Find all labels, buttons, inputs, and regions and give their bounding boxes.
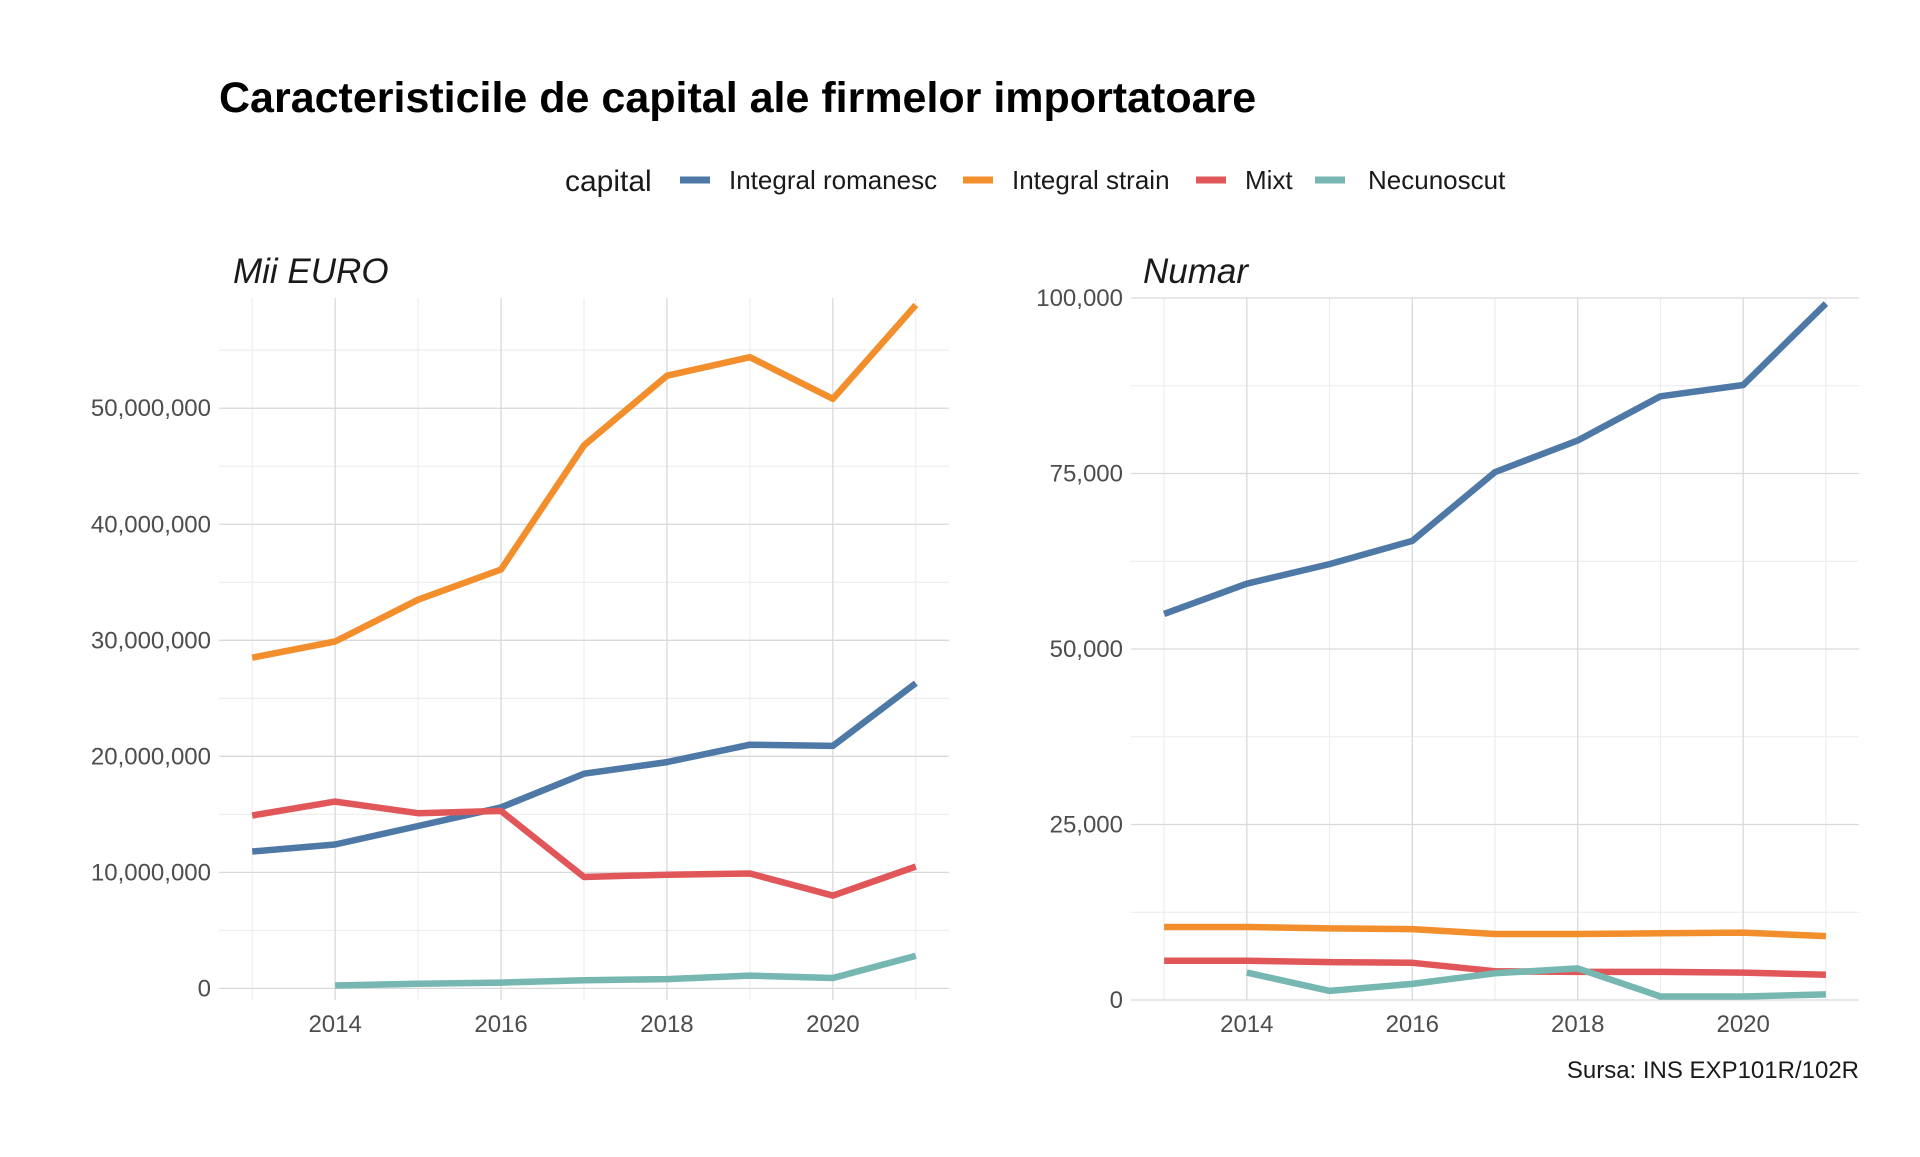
legend-item-mixt: Mixt — [1196, 165, 1293, 195]
panel-numar-y-axis: 0 25,000 50,000 75,000 100,000 — [1036, 285, 1123, 1014]
panel-numar-series — [1162, 301, 1829, 1000]
y-tick-label: 10,000,000 — [91, 859, 211, 886]
series-line-necunoscut-numar — [1246, 965, 1826, 1000]
legend-item-integral-romanesc: Integral romanesc — [680, 165, 937, 195]
chart-title: Caracteristicile de capital ale firmelor… — [219, 74, 1256, 122]
panel-mii-euro-x-axis: 2014 2016 2018 2020 — [308, 1011, 859, 1038]
y-tick-label: 50,000 — [1050, 636, 1123, 663]
y-tick-label: 75,000 — [1050, 461, 1123, 488]
panel-numar-x-axis: 2014 2016 2018 2020 — [1220, 1011, 1770, 1038]
y-tick-label: 0 — [1110, 987, 1123, 1014]
series-line-necunoscut-mii-euro — [335, 952, 917, 989]
y-tick-label: 30,000,000 — [91, 627, 211, 654]
legend-item-necunoscut: Necunoscut — [1315, 165, 1506, 195]
legend-label-mixt: Mixt — [1245, 165, 1293, 195]
y-tick-label: 0 — [198, 975, 211, 1002]
x-tick-label: 2014 — [308, 1011, 361, 1038]
series-line-mixt-mii-euro — [251, 798, 917, 899]
panel-title-numar: Numar — [1143, 252, 1249, 291]
panel-title-mii-euro: Mii EURO — [233, 252, 389, 291]
legend-label-necunoscut: Necunoscut — [1368, 165, 1506, 195]
legend-label-integral-strain: Integral strain — [1012, 165, 1170, 195]
x-tick-label: 2016 — [474, 1011, 527, 1038]
x-tick-label: 2018 — [640, 1011, 693, 1038]
x-tick-label: 2018 — [1551, 1011, 1604, 1038]
y-tick-label: 25,000 — [1050, 812, 1123, 839]
series-line-integral-strain-mii-euro — [251, 302, 919, 661]
panel-numar-grid — [1131, 297, 1859, 1001]
y-tick-label: 100,000 — [1036, 285, 1123, 312]
y-tick-label: 50,000,000 — [91, 395, 211, 422]
x-tick-label: 2020 — [1716, 1011, 1769, 1038]
x-tick-label: 2014 — [1220, 1011, 1273, 1038]
legend-item-integral-strain: Integral strain — [963, 165, 1170, 195]
x-tick-label: 2016 — [1386, 1011, 1439, 1038]
y-tick-label: 40,000,000 — [91, 511, 211, 538]
legend-title: capital — [565, 165, 652, 198]
legend-label-integral-romanesc: Integral romanesc — [729, 165, 937, 195]
panel-mii-euro-y-axis: 0 10,000,000 20,000,000 30,000,000 40,000,00… — [91, 395, 211, 1002]
series-line-integral-romanesc-mii-euro — [251, 680, 918, 855]
legend: capital Integral romanesc Integral strai… — [565, 165, 1506, 198]
series-line-integral-strain-numar — [1164, 923, 1827, 940]
panel-mii-euro-grid — [219, 298, 949, 1000]
x-tick-label: 2020 — [806, 1011, 859, 1038]
y-tick-label: 20,000,000 — [91, 743, 211, 770]
panel-mii-euro: Mii EURO 0 10,000,000 20,000,000 30,000,000… — [91, 252, 949, 1038]
source-caption: Sursa: INS EXP101R/102R — [1567, 1057, 1859, 1084]
panel-mii-euro-series — [251, 302, 919, 989]
series-line-integral-romanesc-numar — [1162, 301, 1829, 617]
